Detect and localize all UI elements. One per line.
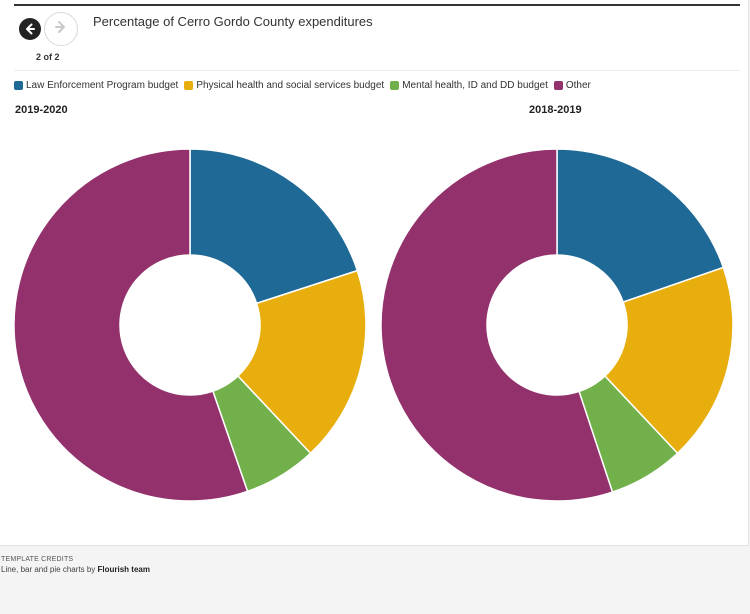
credits-text: Line, bar and pie charts by <box>1 565 98 574</box>
previous-button[interactable] <box>15 14 45 44</box>
slice-law-2019-2020[interactable] <box>189 148 359 305</box>
legend-item-health[interactable]: Physical health and social services budg… <box>184 80 384 91</box>
header-divider <box>14 70 740 71</box>
legend-swatch-law <box>14 81 23 90</box>
legend-item-mental[interactable]: Mental health, ID and DD budget <box>390 80 548 91</box>
slice-law-2018-2019[interactable] <box>556 148 725 304</box>
legend-label-other: Other <box>565 80 591 91</box>
slice-health-2019-2020[interactable] <box>236 269 367 455</box>
legend-label-mental: Mental health, ID and DD budget <box>402 80 548 91</box>
slice-other-2018-2019[interactable] <box>380 148 614 502</box>
donut-charts <box>13 148 734 502</box>
page-title: Percentage of Cerro Gordo County expendi… <box>93 14 373 29</box>
next-button[interactable] <box>44 12 78 46</box>
top-rule <box>14 4 740 6</box>
legend-item-law[interactable]: Law Enforcement Program budget <box>14 80 178 91</box>
chart-title-2019-2020: 2019-2020 <box>15 104 68 116</box>
slice-health-2018-2019[interactable] <box>603 266 734 455</box>
arrow-right-icon <box>53 19 69 40</box>
pager-indicator: 2 of 2 <box>36 52 60 62</box>
donut-2018-2019 <box>380 148 734 502</box>
slice-other-2019-2020[interactable] <box>13 148 249 502</box>
legend-swatch-mental <box>390 81 400 90</box>
legend-swatch-other <box>553 81 563 90</box>
arrow-left-icon <box>19 18 41 40</box>
legend-item-other[interactable]: Other <box>553 80 591 91</box>
legend-swatch-health <box>184 81 194 90</box>
legend-label-law: Law Enforcement Program budget <box>26 80 179 91</box>
legend: Law Enforcement Program budget Physical … <box>14 80 597 91</box>
credits-author[interactable]: Flourish team <box>97 565 150 574</box>
legend-label-health: Physical health and social services budg… <box>196 80 385 91</box>
credits-heading: TEMPLATE CREDITS <box>1 556 74 563</box>
chart-title-2018-2019: 2018-2019 <box>529 104 582 116</box>
credits-line: Line, bar and pie charts by Flourish tea… <box>1 565 150 574</box>
donut-2019-2020 <box>13 148 367 502</box>
